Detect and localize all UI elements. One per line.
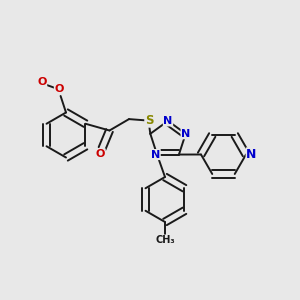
Text: N: N [181, 129, 190, 139]
Text: N: N [246, 148, 256, 161]
Text: CH₃: CH₃ [155, 235, 175, 245]
Text: O: O [96, 149, 105, 159]
Text: N: N [164, 116, 172, 126]
Text: N: N [151, 149, 160, 160]
Text: S: S [145, 114, 153, 127]
Text: O: O [37, 76, 47, 87]
Text: O: O [54, 84, 64, 94]
